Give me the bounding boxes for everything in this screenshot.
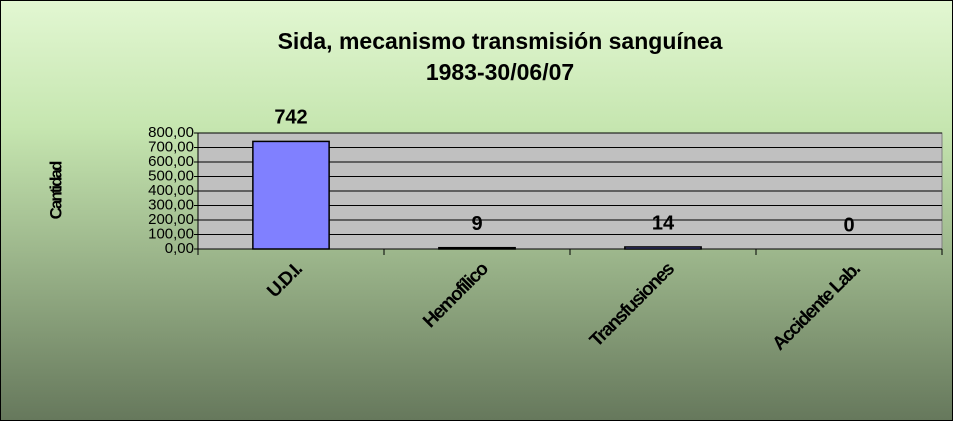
y-tick-label: 500,00 <box>148 167 194 184</box>
value-label: 0 <box>843 214 854 236</box>
y-tick-label: 400,00 <box>148 182 194 199</box>
y-tick-label: 300,00 <box>148 196 194 213</box>
y-tick-label: 100,00 <box>148 225 194 242</box>
value-label: 742 <box>274 107 307 129</box>
bar <box>252 140 330 250</box>
y-tick-label: 700,00 <box>148 138 194 155</box>
y-tick-label: 200,00 <box>148 211 194 228</box>
chart-subtitle: 1983-30/06/07 <box>426 59 574 85</box>
value-label: 14 <box>652 212 675 234</box>
y-tick-label: 800,00 <box>148 124 194 141</box>
y-axis-label: Cantidad <box>46 161 65 219</box>
y-tick-label: 600,00 <box>148 153 194 170</box>
bar <box>624 246 702 250</box>
chart-title: Sida, mecanismo transmisión sanguínea <box>278 28 723 54</box>
y-tick-label: 0,00 <box>165 240 194 257</box>
bar <box>438 246 516 250</box>
value-label: 9 <box>471 213 482 235</box>
